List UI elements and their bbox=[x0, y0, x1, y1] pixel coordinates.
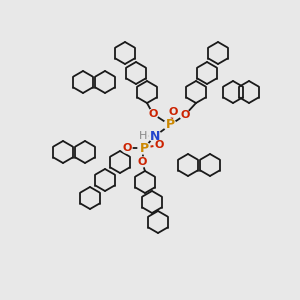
Circle shape bbox=[149, 130, 161, 142]
Text: O: O bbox=[168, 107, 178, 117]
Circle shape bbox=[137, 157, 147, 167]
Circle shape bbox=[138, 142, 150, 154]
Text: O: O bbox=[137, 157, 147, 167]
Text: P: P bbox=[165, 118, 175, 131]
Text: O: O bbox=[148, 109, 158, 119]
Text: O: O bbox=[122, 143, 132, 153]
Text: H: H bbox=[139, 131, 147, 141]
Circle shape bbox=[122, 143, 132, 153]
Circle shape bbox=[138, 131, 148, 141]
Circle shape bbox=[164, 119, 176, 131]
Text: O: O bbox=[180, 110, 190, 120]
Text: O: O bbox=[154, 140, 164, 150]
Circle shape bbox=[148, 109, 158, 119]
Circle shape bbox=[154, 140, 164, 150]
Circle shape bbox=[180, 110, 190, 120]
Text: N: N bbox=[150, 130, 160, 142]
Text: P: P bbox=[140, 142, 148, 154]
Circle shape bbox=[168, 107, 178, 117]
